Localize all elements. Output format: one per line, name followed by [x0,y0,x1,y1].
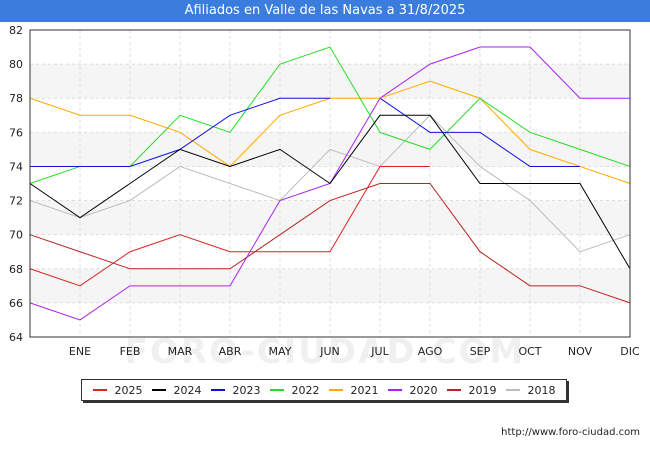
y-tick-label: 80 [9,58,23,71]
y-tick-label: 70 [9,229,23,242]
chart-title: Afiliados en Valle de las Navas a 31/8/2… [0,0,650,22]
legend-label: 2020 [409,383,438,397]
x-tick-label: SEP [470,345,491,358]
y-tick-label: 64 [9,331,23,344]
legend-label: 2023 [232,383,261,397]
legend-item-2019: 2019 [446,383,497,397]
series-line-2025 [29,165,430,287]
legend-item-2018: 2018 [505,383,556,397]
series-lines [29,46,631,321]
legend-label: 2018 [527,383,556,397]
x-tick-label: OCT [518,345,541,358]
legend-swatch [446,389,461,391]
x-tick-label: JUL [370,345,389,358]
legend-swatch [505,389,520,391]
x-tick-label: MAR [168,345,193,358]
y-axis-ticks: 64 66 68 70 72 74 76 78 80 82 [9,24,23,344]
legend-swatch [151,389,166,391]
legend-label: 2022 [291,383,320,397]
x-tick-label: JUN [319,345,340,358]
x-tick-label: ENE [69,345,91,358]
legend-label: 2025 [114,383,143,397]
y-tick-label: 82 [9,24,23,37]
x-tick-label: MAY [269,345,292,358]
legend-item-2022: 2022 [269,383,320,397]
legend-swatch [328,389,343,391]
x-tick-label: ABR [219,345,242,358]
legend-label: 2024 [173,383,202,397]
y-tick-label: 68 [9,263,23,276]
legend-item-2021: 2021 [328,383,379,397]
legend-item-2024: 2024 [151,383,202,397]
watermark: FORO-CIUDAD.COM [124,332,526,372]
band [30,64,630,99]
y-tick-label: 72 [9,195,23,208]
legend-swatch [92,389,107,391]
legend-item-2023: 2023 [210,383,261,397]
legend-swatch [269,389,284,391]
legend-swatch [210,389,225,391]
source-url[interactable]: http://www.foro-ciudad.com [501,427,640,438]
x-tick-label: AGO [418,345,443,358]
legend-label: 2021 [350,383,379,397]
plot-frame [29,29,631,338]
legend: 2025 2024 2023 2022 2021 2020 2019 2018 [81,379,567,401]
series-line-2024 [29,114,631,270]
legend-label: 2019 [468,383,497,397]
legend-item-2025: 2025 [92,383,143,397]
x-tick-label: FEB [120,345,141,358]
y-tick-label: 76 [9,126,23,139]
x-axis-ticks: ENE FEB MAR ABR MAY JUN JUL AGO SEP OCT NOV DIC [69,345,640,358]
legend-item-2020: 2020 [387,383,438,397]
y-tick-label: 74 [9,160,23,173]
x-tick-label: NOV [568,345,593,358]
series-line-2018 [29,114,631,253]
series-line-2023b [379,97,580,167]
x-tick-label: DIC [620,345,640,358]
y-tick-label: 66 [9,297,23,310]
legend-swatch [387,389,402,391]
series-line-2019 [29,183,631,304]
y-tick-label: 78 [9,92,23,105]
